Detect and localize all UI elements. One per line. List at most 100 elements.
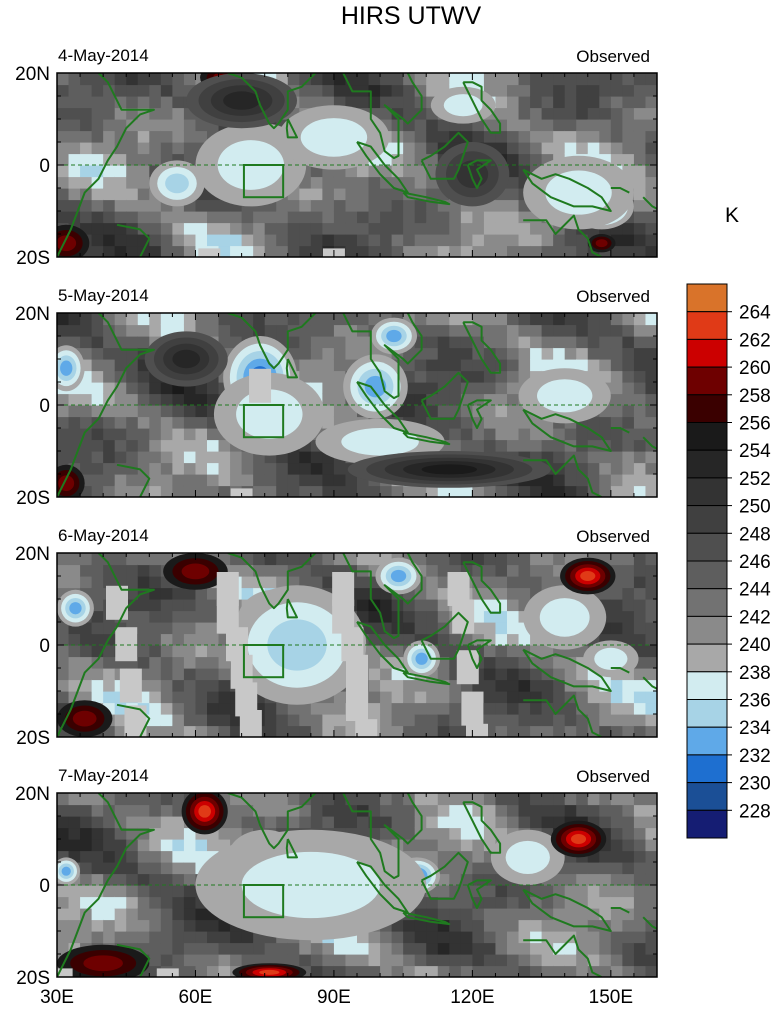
coastline <box>523 454 603 497</box>
field-cell <box>103 885 116 898</box>
field-cell <box>172 645 185 658</box>
field-cell <box>530 347 543 360</box>
field-cell <box>103 370 116 383</box>
field-cell <box>622 485 635 497</box>
field-cell <box>437 633 450 646</box>
field-cell <box>437 702 450 715</box>
field-cell <box>126 84 139 97</box>
field-cell <box>322 954 335 967</box>
field-cell <box>564 234 577 247</box>
coastline <box>402 911 451 926</box>
field-cell <box>80 451 93 464</box>
field-cell <box>495 965 508 977</box>
field-cell <box>91 336 104 349</box>
field-cell <box>403 199 416 212</box>
field-cell <box>553 873 566 886</box>
field-cell <box>403 691 416 704</box>
field-cell <box>103 199 116 212</box>
field-cell <box>126 885 139 898</box>
field-cell <box>449 816 462 829</box>
field-cell <box>518 234 531 247</box>
field-cell <box>645 84 657 97</box>
field-cell <box>576 714 589 727</box>
field-cell <box>103 234 116 247</box>
field-cell <box>564 73 577 86</box>
field-cell <box>230 714 243 727</box>
field-cell <box>391 816 404 829</box>
field-cell <box>483 347 497 360</box>
field-cell <box>645 370 657 383</box>
field-cell <box>137 370 150 383</box>
field-cell <box>322 359 335 372</box>
field-cell <box>449 313 462 326</box>
field-cell <box>160 942 173 955</box>
field-cell <box>495 245 508 257</box>
field-cell <box>333 84 347 97</box>
field-cell <box>57 564 70 577</box>
field-cell <box>80 839 93 852</box>
field-cell <box>472 428 485 441</box>
missing-data-cell <box>235 682 258 717</box>
field-cell <box>495 896 508 909</box>
field-cell <box>183 885 197 898</box>
field-cell <box>553 130 566 143</box>
field-cell <box>357 313 370 326</box>
field-cell <box>507 679 520 692</box>
field-cell <box>172 942 185 955</box>
field-cell <box>507 668 520 681</box>
field-cell <box>633 679 647 692</box>
field-cell <box>633 862 647 875</box>
field-cell <box>391 165 404 178</box>
field-cell <box>576 324 589 337</box>
field-cell <box>483 645 497 658</box>
field-cell <box>622 359 635 372</box>
field-cell <box>149 245 162 257</box>
field-cell <box>599 416 612 429</box>
field-cell <box>633 176 647 189</box>
field-cell <box>391 702 404 715</box>
coastline <box>610 187 630 194</box>
field-cell <box>495 393 508 406</box>
field-cell <box>172 954 185 967</box>
field-cell <box>218 234 231 247</box>
field-cell <box>599 359 612 372</box>
field-cell <box>437 405 450 418</box>
field-cell <box>437 908 450 921</box>
field-cell <box>149 119 162 132</box>
field-cell <box>137 633 150 646</box>
field-cell <box>333 382 347 395</box>
field-cell <box>622 107 635 120</box>
field-cell <box>403 142 416 155</box>
y-tick-label: 20N <box>15 784 50 805</box>
field-cell <box>530 702 543 715</box>
field-cell <box>230 725 243 737</box>
field-cell <box>287 954 300 967</box>
field-cell <box>437 931 450 944</box>
field-cell <box>172 827 185 840</box>
field-cell <box>183 222 197 235</box>
field-cell <box>253 942 266 955</box>
field-cell <box>160 474 173 487</box>
field-cell <box>437 347 450 360</box>
field-cell <box>403 610 416 623</box>
field-cell <box>518 130 531 143</box>
field-cell <box>449 908 462 921</box>
field-cell <box>126 610 139 623</box>
field-cell <box>483 416 497 429</box>
field-cell <box>310 359 323 372</box>
missing-data-cell <box>355 719 378 737</box>
field-cell <box>449 862 462 875</box>
field-cell <box>103 428 116 441</box>
field-cell <box>587 793 600 806</box>
coastline <box>57 793 155 977</box>
field-cell <box>483 954 497 967</box>
utwv-field <box>57 313 657 497</box>
field-cell <box>57 84 70 97</box>
field-cell <box>114 393 127 406</box>
field-cell <box>380 965 393 977</box>
field-cell <box>322 84 335 97</box>
field-cell <box>276 313 289 326</box>
field-cell <box>633 359 647 372</box>
field-cell <box>299 313 312 326</box>
field-cell <box>103 816 116 829</box>
